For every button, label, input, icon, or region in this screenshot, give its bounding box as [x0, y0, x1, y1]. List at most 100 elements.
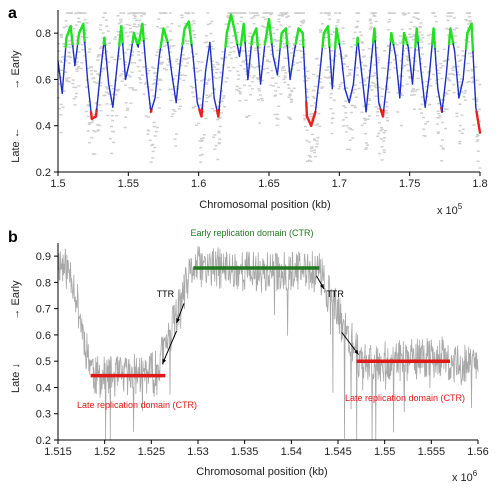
profile-segment — [411, 74, 414, 85]
profile-segment — [286, 44, 289, 55]
measurement-point — [363, 119, 367, 121]
y-tick-label: 0.4 — [36, 382, 51, 394]
measurement-point — [326, 66, 330, 68]
measurement-point — [364, 147, 368, 149]
measurement-point — [99, 82, 103, 84]
measurement-point — [416, 77, 420, 80]
x-tick-label: 1.56 — [467, 446, 488, 458]
profile-segment — [383, 97, 386, 105]
measurement-point — [328, 82, 332, 84]
measurement-point — [329, 96, 333, 99]
measurement-point — [385, 117, 389, 119]
profile-segment — [327, 35, 331, 49]
measurement-point — [370, 81, 374, 83]
measurement-point — [215, 72, 219, 74]
profile-segment — [147, 86, 150, 95]
y-tick-label: 0.5 — [36, 356, 51, 368]
measurement-point — [202, 134, 206, 136]
measurement-point — [138, 70, 142, 72]
ttr-label-left: TTR — [157, 289, 175, 299]
measurement-point — [408, 28, 412, 30]
measurement-point — [292, 87, 296, 90]
measurement-point — [387, 12, 391, 14]
measurement-point — [392, 58, 396, 61]
measurement-point — [216, 106, 220, 108]
measurement-point — [376, 56, 380, 59]
measurement-point — [83, 55, 87, 57]
measurement-point — [221, 64, 225, 66]
x-tick-label: 1.5 — [50, 178, 65, 190]
profile-segment — [122, 43, 125, 54]
profile-segment — [178, 60, 182, 69]
measurement-point — [316, 123, 320, 125]
measurement-point — [352, 37, 356, 40]
profile-segment — [61, 83, 64, 95]
profile-segment — [430, 50, 433, 61]
measurement-point — [153, 78, 157, 81]
measurement-point — [287, 46, 291, 48]
measurement-point — [73, 12, 77, 15]
measurement-point — [80, 43, 84, 46]
measurement-point — [142, 13, 146, 16]
measurement-point — [195, 67, 199, 70]
measurement-point — [285, 16, 289, 18]
profile-segment — [399, 86, 402, 99]
measurement-point — [373, 72, 377, 74]
measurement-point — [384, 109, 388, 112]
measurement-point — [57, 42, 61, 45]
measurement-point — [146, 129, 150, 132]
measurement-point — [78, 21, 82, 23]
measurement-point — [193, 36, 197, 39]
measurement-point — [174, 145, 178, 147]
profile-segment — [464, 39, 468, 50]
measurement-point — [226, 35, 230, 38]
measurement-point — [438, 115, 442, 117]
measurement-point — [252, 16, 256, 18]
measurement-point — [315, 143, 319, 145]
measurement-point — [123, 84, 127, 86]
profile-segment — [361, 80, 364, 88]
ttr-arrows — [162, 275, 359, 365]
measurement-point — [158, 12, 162, 14]
measurement-point — [305, 129, 309, 132]
x-tick-label: 1.515 — [44, 446, 72, 458]
profile-segment — [384, 91, 387, 99]
measurement-point — [414, 90, 418, 92]
profile-segment — [341, 63, 344, 71]
measurement-point — [373, 64, 377, 66]
measurement-point — [396, 92, 400, 94]
profile-segment — [202, 92, 205, 102]
profile-segment — [95, 101, 99, 111]
measurement-point — [205, 82, 209, 84]
profile-segment — [445, 66, 448, 76]
measurement-point — [126, 35, 130, 38]
measurement-point — [270, 53, 274, 56]
measurement-point — [248, 85, 252, 87]
profile-segment — [193, 63, 196, 73]
measurement-point — [237, 90, 241, 92]
measurement-point — [132, 12, 136, 14]
measurement-point — [395, 54, 399, 56]
measurement-point — [90, 121, 94, 124]
measurement-point — [288, 25, 292, 28]
measurement-point — [442, 48, 446, 51]
measurement-point — [249, 93, 253, 96]
measurement-point — [455, 112, 459, 115]
measurement-point — [62, 45, 66, 48]
measurement-point — [258, 46, 262, 49]
profile-segment — [107, 75, 110, 85]
measurement-point — [217, 141, 221, 144]
measurement-point — [252, 74, 256, 77]
profile-segment — [72, 45, 75, 54]
measurement-point — [236, 78, 240, 80]
measurement-point — [309, 115, 313, 118]
profile-segment — [244, 41, 247, 53]
profile-segment — [373, 27, 377, 43]
profile-segment — [82, 31, 86, 44]
measurement-point — [277, 75, 281, 78]
measurement-point — [128, 75, 132, 78]
measurement-point — [67, 52, 71, 54]
measurement-point — [98, 104, 102, 106]
measurement-point — [218, 117, 222, 119]
measurement-point — [305, 91, 309, 93]
